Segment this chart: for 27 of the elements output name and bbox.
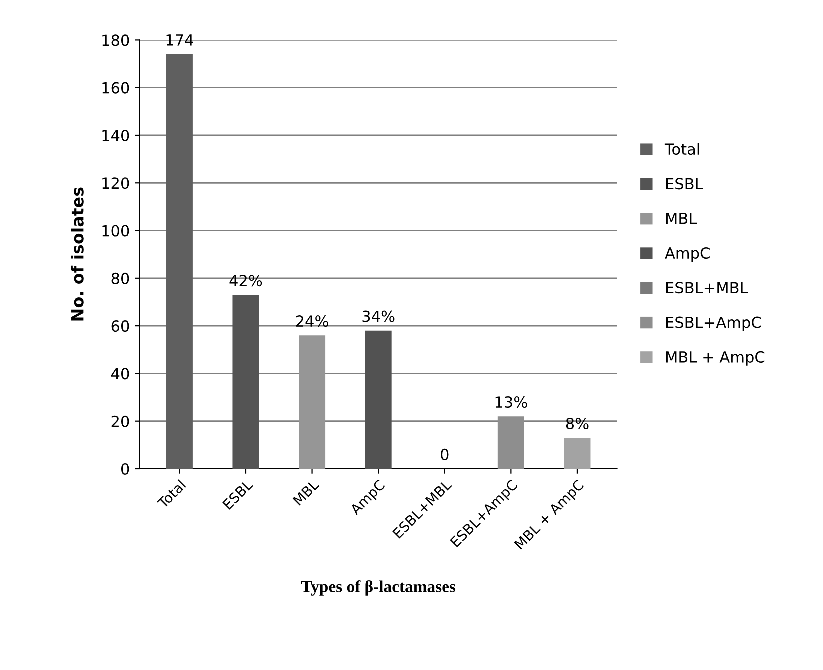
annotation: 13%	[496, 396, 528, 408]
y-tick-label: 20	[112, 416, 130, 428]
x-tick-label: MBL	[292, 479, 320, 506]
legend-label: ESBL+AmpC	[666, 316, 762, 332]
data-label: 174	[166, 34, 194, 46]
legend-label: ESBL+MBL	[666, 282, 748, 294]
legend-label: MBL + AmpC	[666, 351, 765, 366]
legend-label: ESBL	[666, 178, 704, 190]
annotation: 24%	[296, 316, 328, 328]
legend-label: AmpC	[665, 247, 710, 262]
y-tick-label: 40	[111, 368, 130, 380]
x-axis-title: Types of β-lactamases	[301, 580, 456, 596]
y-tick-label: 60	[112, 320, 130, 332]
y-tick-label: 0	[121, 463, 130, 476]
annotation: 8%	[566, 418, 589, 430]
y-tick-label: 160	[102, 82, 130, 94]
annotation: 42%	[230, 275, 262, 287]
y-tick-label: 120	[102, 178, 130, 190]
y-axis-title: No. of isolates	[71, 188, 84, 321]
y-tick-label: 180	[102, 34, 130, 46]
y-tick-label: 140	[102, 130, 130, 142]
y-tick-label: 80	[112, 272, 130, 284]
annotation: 34%	[362, 310, 395, 322]
legend-label: MBL	[666, 213, 698, 224]
y-tick-label: 100	[102, 225, 130, 237]
legend-label: Total	[664, 143, 700, 156]
data-label: 0	[441, 448, 449, 460]
